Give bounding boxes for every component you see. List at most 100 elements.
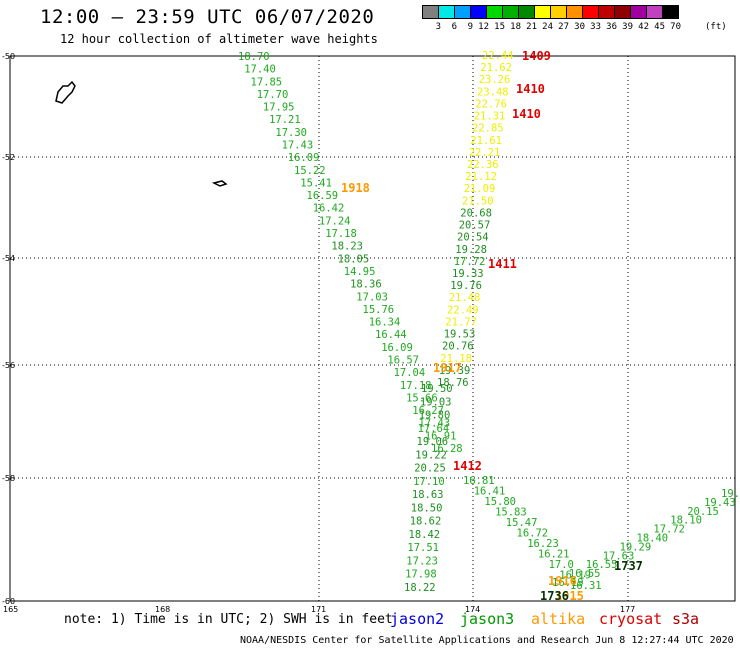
wave-height-label: 15.22 — [294, 165, 326, 177]
wave-height-label: 22.76 — [475, 98, 507, 110]
x-tick-label: 171 — [311, 605, 326, 614]
time-label: 1917 — [433, 361, 462, 375]
wave-height-label: 17.21 — [269, 114, 301, 126]
color-scale-label: 27 — [558, 22, 569, 32]
wave-height-label: 18.36 — [350, 279, 382, 291]
x-tick-label: 165 — [3, 605, 18, 614]
wave-height-label: 15.83 — [495, 507, 527, 519]
color-scale-label: 9 — [467, 22, 473, 32]
wave-height-label: 17.23 — [406, 556, 438, 568]
wave-height-label: 16.55 — [586, 559, 618, 571]
x-tick-label: 174 — [465, 605, 480, 614]
wave-height-label: 16.55 — [569, 568, 601, 580]
wave-height-label: 17.70 — [257, 89, 289, 101]
wave-height-label: 21.18 — [440, 353, 472, 365]
wave-height-label: 17.64 — [418, 423, 450, 435]
wave-height-label: 20.68 — [460, 207, 492, 219]
x-tick-label: 177 — [620, 605, 635, 614]
wave-height-label: 16.19 — [559, 570, 591, 582]
wave-height-label: 18.62 — [410, 516, 442, 528]
mission-legend-item: altika — [531, 610, 586, 628]
x-tick-label: 168 — [155, 605, 170, 614]
wave-height-label: 16.44 — [375, 329, 407, 341]
time-label: 1736 — [540, 589, 569, 603]
color-scale-label: 6 — [451, 22, 457, 32]
wave-height-label: 23.48 — [477, 86, 509, 98]
wave-height-label: 14.95 — [344, 266, 376, 278]
color-scale-label: 39 — [622, 22, 633, 32]
y-tick-label: -56 — [2, 361, 15, 370]
y-tick-label: -58 — [2, 474, 15, 483]
wave-height-label: 19.28 — [455, 244, 487, 256]
time-label: 1412 — [453, 459, 482, 473]
time-label: 1411 — [488, 257, 517, 271]
wave-height-label: 16.91 — [425, 430, 457, 442]
wave-height-label: 16.42 — [313, 203, 345, 215]
wave-height-label: 17.30 — [275, 127, 307, 139]
wave-height-label: 21.09 — [464, 183, 496, 195]
color-scale-label: 42 — [638, 22, 649, 32]
wave-height-label: 17.63 — [603, 550, 635, 562]
y-tick-label: -52 — [2, 153, 15, 162]
wave-height-label: 18.63 — [412, 489, 444, 501]
wave-height-label: 17.43 — [419, 418, 451, 430]
wave-height-label: 16.72 — [517, 528, 549, 540]
wave-height-label: 18.76 — [437, 377, 469, 389]
wave-height-label: 19.39 — [439, 365, 471, 377]
wave-height-label: 20.54 — [457, 232, 489, 244]
wave-height-label: 17.18 — [400, 380, 432, 392]
wave-height-label: 21.62 — [480, 62, 512, 74]
wave-height-label: 16.21 — [538, 549, 570, 561]
island-outline — [55, 80, 76, 104]
time-label: 1915 — [555, 589, 584, 603]
footer-note: note: 1) Time is in UTC; 2) SWH is in fe… — [64, 612, 393, 627]
wave-height-label: 22.21 — [469, 147, 501, 159]
wave-height-label: 19.43 — [704, 497, 736, 509]
wave-height-label: 22.36 — [467, 159, 499, 171]
wave-height-label: 17.72 — [653, 524, 685, 536]
wave-height-label: 16.19 — [552, 577, 584, 589]
wave-height-label: 19.50 — [421, 383, 453, 395]
wave-height-label: 19.76 — [450, 280, 482, 292]
color-scale-label: 24 — [542, 22, 553, 32]
wave-height-label: 18.23 — [331, 241, 363, 253]
color-scale-label: 70 — [670, 22, 681, 32]
wave-height-label: 18.42 — [409, 529, 441, 541]
color-scale-label: 36 — [606, 22, 617, 32]
wave-height-label: 17.40 — [244, 64, 276, 76]
wave-height-label: 20.25 — [414, 463, 446, 475]
color-scale-label: 33 — [590, 22, 601, 32]
wave-height-label: 16.59 — [307, 190, 339, 202]
wave-height-label: 22.49 — [447, 304, 479, 316]
wave-height-label: 21.31 — [474, 111, 506, 123]
color-scale-label: 12 — [478, 22, 489, 32]
wave-height-label: 18.40 — [637, 533, 669, 545]
time-label: 1410 — [516, 82, 545, 96]
wave-height-label: 17.85 — [251, 76, 283, 88]
island-outline — [211, 180, 228, 187]
wave-height-label: 19.80 — [419, 410, 451, 422]
wave-height-label: 15.47 — [506, 517, 538, 529]
wave-height-label: 16.23 — [527, 538, 559, 550]
y-tick-label: -60 — [2, 597, 15, 606]
credit-line: NOAA/NESDIS Center for Satellite Applica… — [240, 635, 734, 646]
wave-height-label: 17.03 — [356, 291, 388, 303]
wave-height-label: 19.29 — [620, 541, 652, 553]
color-scale-label: 30 — [574, 22, 585, 32]
time-label: 1737 — [614, 559, 643, 573]
time-label: 1918 — [341, 181, 370, 195]
wave-height-label: 19.06 — [417, 436, 449, 448]
wave-height-label: 21.48 — [449, 292, 481, 304]
wave-height-label: 16.81 — [463, 475, 495, 487]
wave-height-label: 18.50 — [411, 502, 443, 514]
wave-height-label: 23.26 — [479, 74, 511, 86]
map-frame — [9, 55, 736, 602]
wave-height-label: 15.66 — [406, 392, 438, 404]
wave-height-label: 15.76 — [363, 304, 395, 316]
y-tick-label: -50 — [2, 52, 15, 61]
time-label: 1916 — [548, 574, 577, 588]
wave-height-label: 21.50 — [462, 195, 494, 207]
color-scale-label: 45 — [654, 22, 665, 32]
wave-height-label: 16.28 — [431, 443, 463, 455]
wave-height-label: 20.57 — [459, 220, 491, 232]
